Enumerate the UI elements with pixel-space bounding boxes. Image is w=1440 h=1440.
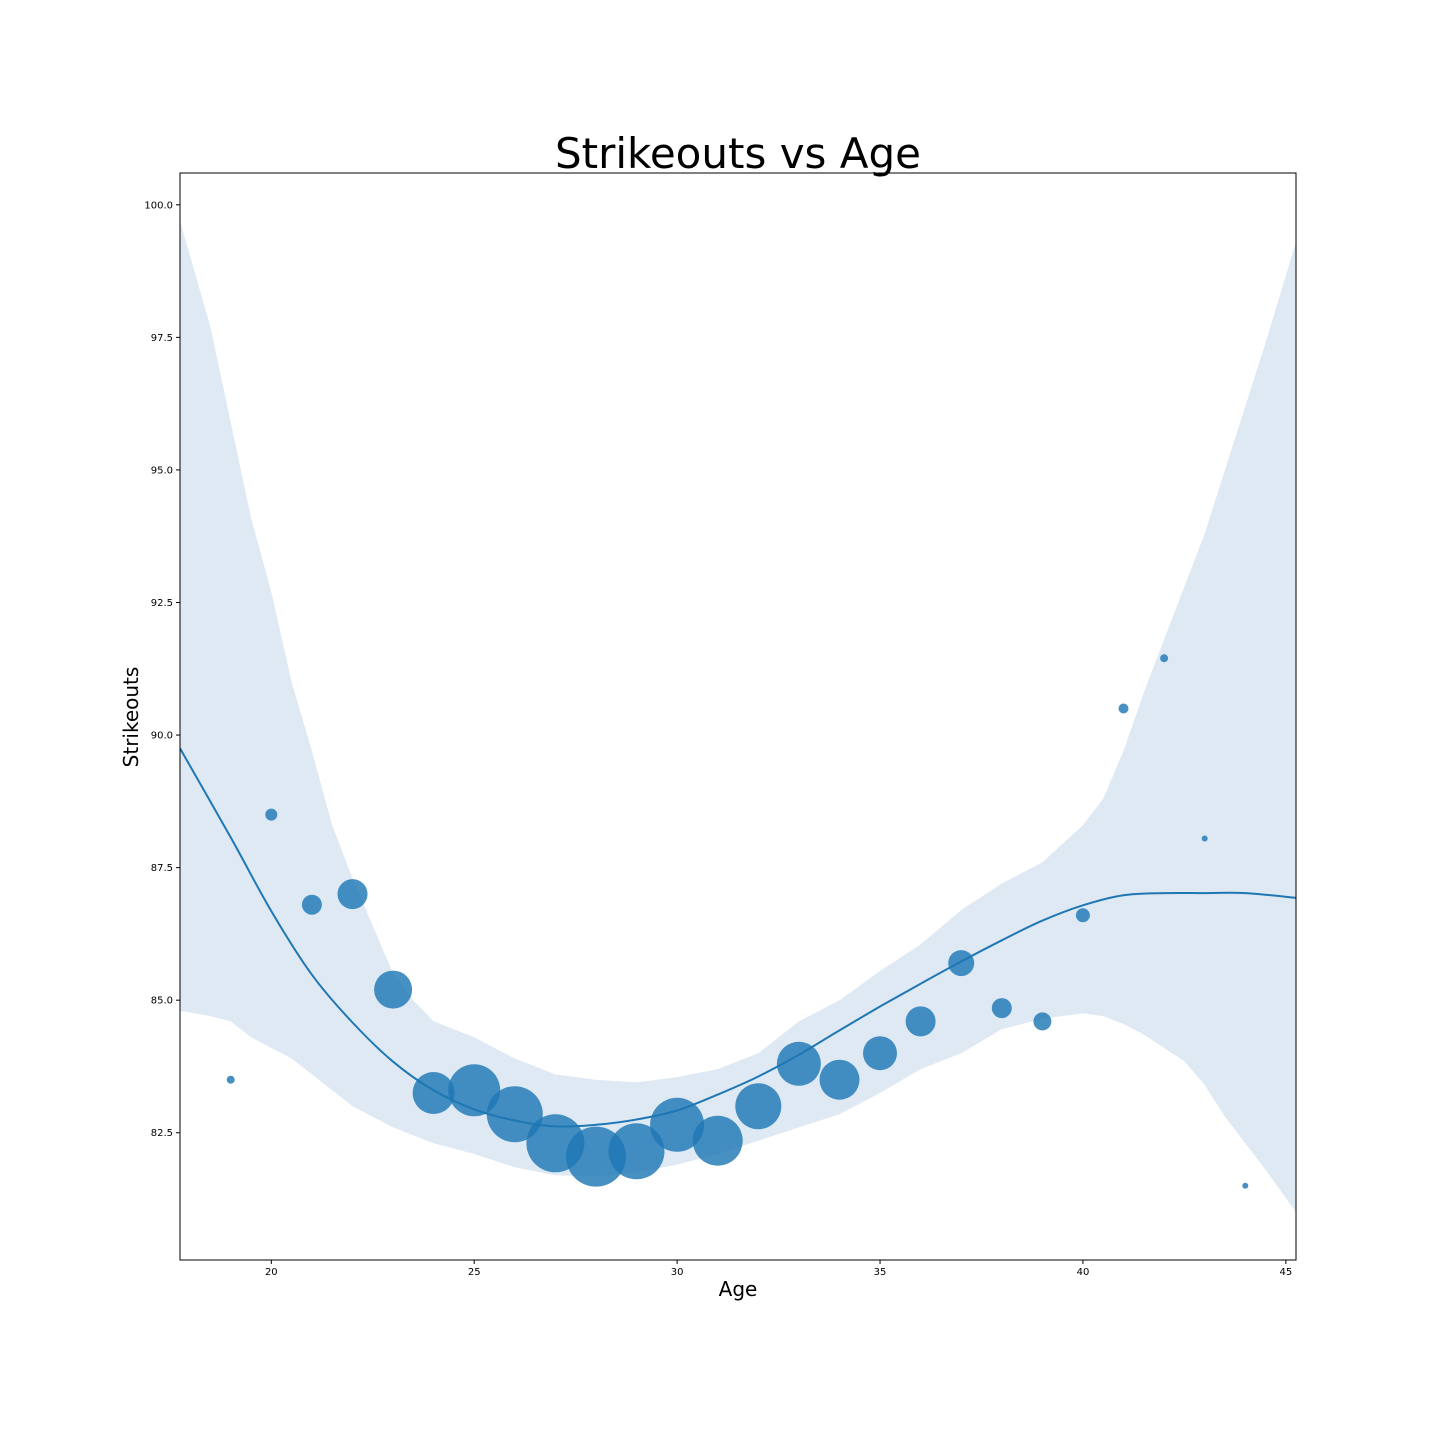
scatter-point-24 bbox=[1201, 835, 1208, 842]
y-tick-label: 82.5 bbox=[151, 1128, 173, 1139]
x-axis-label: Age bbox=[719, 1277, 758, 1301]
y-tick-label: 100.0 bbox=[144, 200, 173, 211]
plot-area bbox=[180, 220, 1296, 1213]
y-tick-label: 92.5 bbox=[151, 598, 173, 609]
scatter-point-13 bbox=[735, 1083, 782, 1130]
scatter-point-12 bbox=[692, 1115, 743, 1166]
scatter-point-5 bbox=[412, 1072, 455, 1114]
scatter-point-22 bbox=[1118, 703, 1129, 714]
scatter-point-19 bbox=[991, 998, 1012, 1019]
scatter-point-10 bbox=[608, 1123, 665, 1180]
y-axis: 82.5 85.0 87.5 90.0 92.5 95.0 97.5 100.0 bbox=[144, 200, 180, 1139]
scatter-point-4 bbox=[374, 970, 413, 1009]
x-tick-label: 30 bbox=[671, 1267, 684, 1278]
confidence-band bbox=[180, 220, 1296, 1213]
scatter-point-11 bbox=[650, 1097, 705, 1152]
scatter-point-15 bbox=[819, 1059, 860, 1100]
x-axis: 20 25 30 35 40 45 bbox=[265, 1260, 1292, 1278]
y-tick-label: 95.0 bbox=[151, 465, 173, 476]
x-tick-label: 25 bbox=[468, 1267, 481, 1278]
scatter-point-23 bbox=[1160, 654, 1169, 663]
x-tick-label: 35 bbox=[874, 1267, 887, 1278]
scatter-point-7 bbox=[486, 1086, 543, 1143]
y-tick-label: 90.0 bbox=[151, 731, 173, 742]
scatter-point-20 bbox=[1033, 1012, 1052, 1031]
y-tick-label: 97.5 bbox=[151, 333, 173, 344]
regression-line bbox=[180, 747, 1296, 1128]
y-tick-label: 85.0 bbox=[151, 996, 173, 1007]
axes-frame bbox=[179, 172, 1297, 1261]
scatter-point-6 bbox=[448, 1064, 501, 1117]
x-tick-label: 20 bbox=[265, 1267, 278, 1278]
scatter-point-16 bbox=[863, 1036, 897, 1071]
chart-title: Strikeouts vs Age bbox=[555, 129, 921, 178]
y-tick-label: 87.5 bbox=[151, 863, 173, 874]
scatter-point-1 bbox=[265, 808, 278, 821]
x-tick-label: 40 bbox=[1077, 1267, 1090, 1278]
scatter-point-2 bbox=[301, 894, 322, 915]
scatter-point-14 bbox=[776, 1041, 821, 1086]
scatter-point-18 bbox=[948, 950, 975, 977]
x-tick-label: 45 bbox=[1279, 1267, 1292, 1278]
scatter-point-21 bbox=[1075, 908, 1090, 923]
scatter-point-3 bbox=[337, 879, 368, 910]
scatter-point-0 bbox=[226, 1075, 235, 1084]
scatter-point-25 bbox=[1242, 1182, 1249, 1189]
y-axis-label: Strikeouts bbox=[119, 667, 143, 768]
scatter-point-17 bbox=[905, 1006, 936, 1037]
